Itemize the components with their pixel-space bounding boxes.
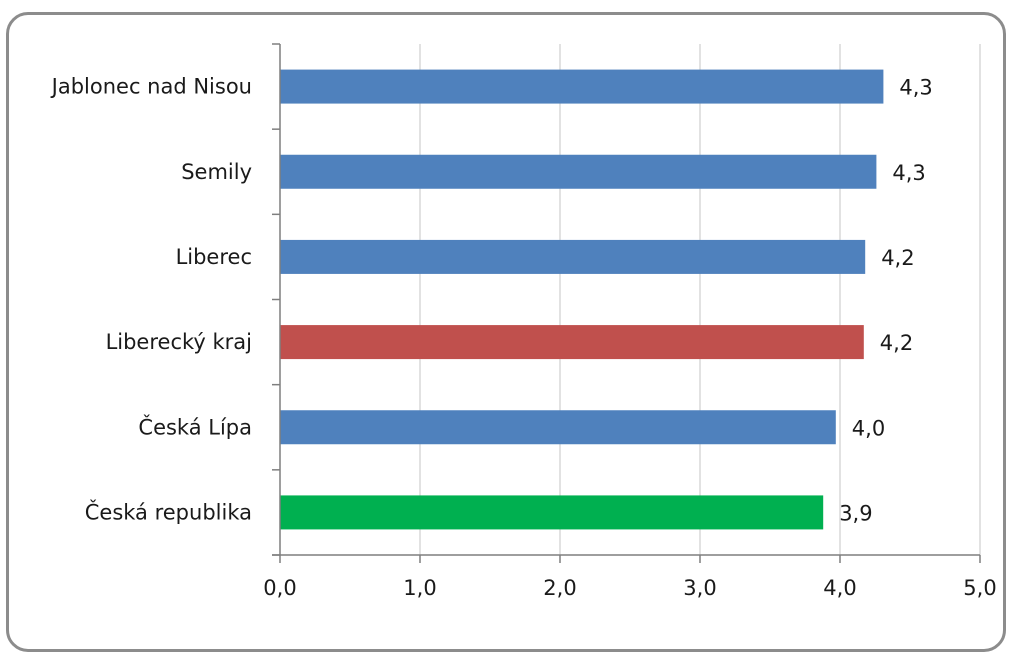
x-tick-label: 2,0 (543, 576, 576, 600)
x-tick-label: 4,0 (823, 576, 856, 600)
data-label: 4,2 (880, 331, 913, 355)
data-label: 4,2 (881, 246, 914, 270)
bar (280, 410, 836, 445)
x-tick-label: 0,0 (263, 576, 296, 600)
data-label: 4,3 (899, 76, 932, 100)
bar (280, 239, 866, 274)
axes (272, 43, 981, 563)
category-label: Česká republika (85, 499, 252, 524)
data-label: 4,3 (892, 161, 925, 185)
category-label: Česká Lípa (138, 414, 252, 439)
gridlines (419, 44, 981, 555)
bar (280, 325, 864, 360)
data-label: 4,0 (852, 416, 885, 440)
x-tick-label: 5,0 (963, 576, 996, 600)
bar-chart: 0,0 1,0 2,0 3,0 4,0 5,0 Jablonec nad Nisou 4,3 S… (50, 43, 997, 600)
bars (280, 69, 884, 530)
category-label: Semily (181, 160, 252, 184)
x-tick-label: 1,0 (403, 576, 436, 600)
labels: 0,0 1,0 2,0 3,0 4,0 5,0 Jablonec nad Nisou 4,3 S… (50, 75, 997, 600)
category-label: Liberec (176, 245, 252, 269)
data-label: 3,9 (839, 501, 872, 525)
x-tick-label: 3,0 (683, 576, 716, 600)
bar (280, 69, 884, 104)
category-label: Liberecký kraj (106, 330, 252, 354)
category-label: Jablonec nad Nisou (50, 75, 252, 99)
bar (280, 154, 877, 189)
bar (280, 495, 824, 530)
